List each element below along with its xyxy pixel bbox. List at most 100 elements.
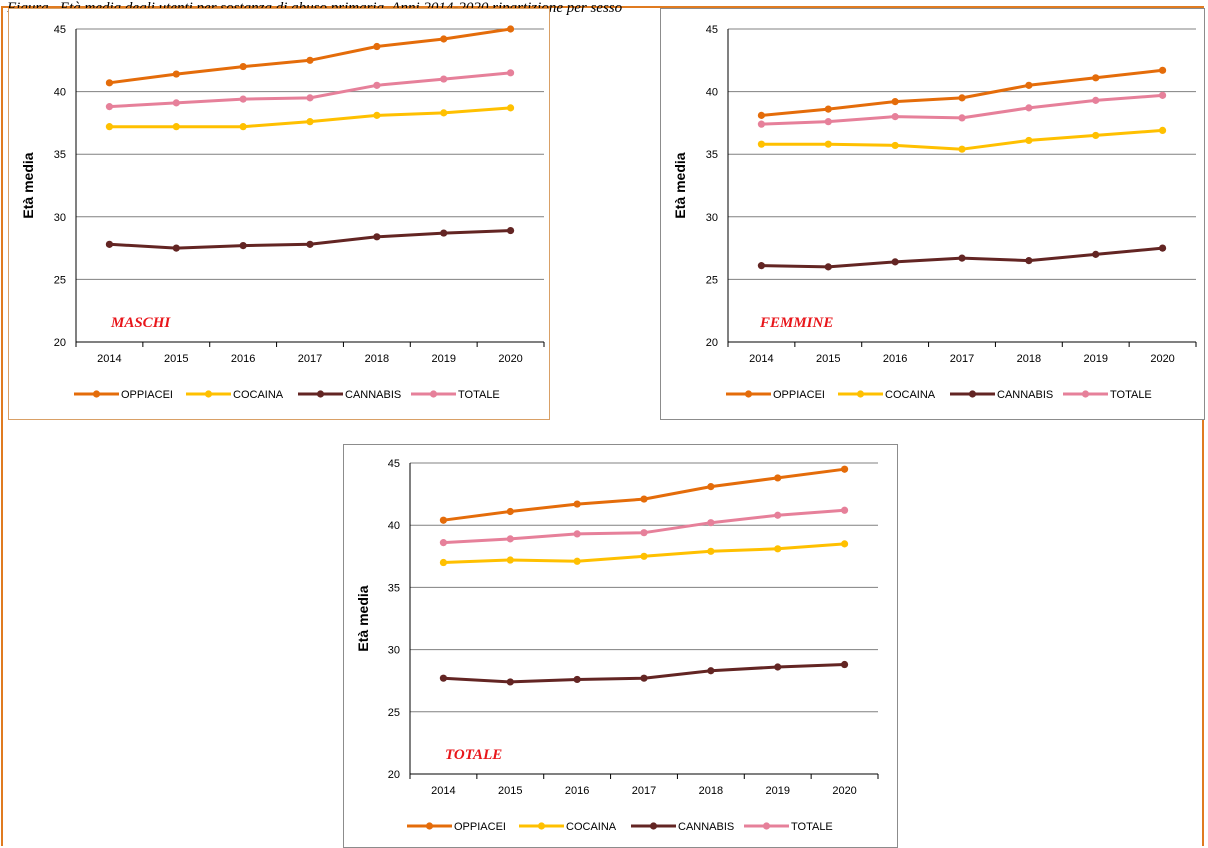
- data-point-totale: [1025, 104, 1033, 112]
- data-point-cannabis: [239, 241, 247, 250]
- legend-marker-cocaina: [204, 390, 213, 398]
- data-point-totale: [573, 530, 581, 538]
- legend-label-totale: TOTALE: [791, 821, 833, 833]
- data-point-cocaina: [439, 558, 448, 567]
- data-point-oppiacei: [824, 105, 832, 113]
- data-point-totale: [1158, 91, 1167, 99]
- x-tick-label: 2017: [298, 353, 322, 365]
- data-point-oppiacei: [506, 25, 515, 33]
- data-point-oppiacei: [172, 70, 180, 78]
- data-point-cannabis: [306, 240, 314, 248]
- chart-annotation: FEMMINE: [759, 315, 833, 331]
- x-tick-label: 2014: [431, 785, 455, 797]
- data-point-cannabis: [824, 263, 832, 271]
- chart-femmine: 20 25 30 35 40 45 2014 2015 2016 2017 2018 2019 2020…: [660, 8, 1205, 420]
- y-tick-label: 25: [706, 274, 718, 286]
- x-tick-label: 2015: [816, 353, 840, 365]
- legend-marker-cocaina: [537, 822, 546, 830]
- data-point-totale: [239, 95, 247, 103]
- legend-marker-oppiacei: [92, 390, 101, 398]
- data-point-cannabis: [1092, 250, 1100, 258]
- data-point-totale: [506, 69, 515, 77]
- x-tick-label: 2020: [832, 785, 856, 797]
- data-point-cocaina: [1092, 131, 1100, 140]
- data-point-cannabis: [573, 675, 581, 684]
- chart-annotation: TOTALE: [445, 747, 502, 763]
- chart-totale: 20 25 30 35 40 45 2014 2015 2016 2017 2018 2019 2020…: [343, 444, 898, 848]
- data-point-totale: [707, 519, 715, 527]
- data-point-cocaina: [1158, 126, 1167, 135]
- data-point-cannabis: [440, 229, 448, 237]
- y-tick-label: 25: [54, 274, 66, 286]
- data-point-cannabis: [105, 240, 114, 248]
- x-tick-label: 2014: [97, 353, 121, 365]
- y-tick-label: 40: [388, 520, 400, 532]
- legend-label-oppiacei: OPPIACEI: [773, 389, 825, 401]
- data-point-cocaina: [440, 109, 448, 117]
- y-tick-label: 35: [54, 149, 66, 161]
- chart-maschi-svg: 20 25 30 35 40 45 2014 2015 2016 2017 2018 2019 2020…: [20, 24, 545, 401]
- data-point-cocaina: [640, 552, 648, 560]
- data-point-cannabis: [506, 678, 514, 686]
- data-point-cocaina: [506, 556, 514, 564]
- legend-label-totale: TOTALE: [458, 389, 500, 401]
- data-point-totale: [439, 539, 448, 547]
- y-tick-label: 45: [54, 24, 66, 36]
- data-point-totale: [824, 118, 832, 126]
- series-line-totale: [443, 508, 845, 545]
- data-point-cocaina: [840, 540, 849, 548]
- data-point-cocaina: [707, 547, 715, 555]
- data-point-cocaina: [239, 123, 247, 131]
- x-tick-label: 2016: [231, 353, 255, 365]
- data-point-oppiacei: [1025, 81, 1033, 89]
- data-point-oppiacei: [1158, 66, 1167, 74]
- data-point-cocaina: [1025, 136, 1033, 145]
- legend-marker-cannabis: [649, 822, 658, 830]
- legend-label-cannabis: CANNABIS: [997, 389, 1053, 401]
- data-point-totale: [640, 529, 648, 537]
- data-point-oppiacei: [373, 42, 381, 51]
- x-tick-label: 2015: [498, 785, 522, 797]
- legend-label-cannabis: CANNABIS: [678, 821, 734, 833]
- data-point-cocaina: [757, 140, 766, 148]
- data-point-oppiacei: [840, 465, 849, 473]
- chart-femmine-svg: 20 25 30 35 40 45 2014 2015 2016 2017 2018 2019 2020…: [672, 24, 1197, 401]
- data-point-totale: [440, 75, 448, 83]
- data-point-cocaina: [774, 545, 782, 553]
- data-point-oppiacei: [640, 495, 648, 503]
- series-line-oppiacei: [109, 27, 511, 85]
- chart-totale-svg: 20 25 30 35 40 45 2014 2015 2016 2017 2018 2019 2020…: [355, 458, 879, 833]
- data-point-totale: [774, 511, 782, 519]
- data-point-cannabis: [373, 233, 381, 241]
- series-line-totale: [109, 71, 511, 109]
- x-tick-label: 2018: [1017, 353, 1041, 365]
- legend-marker-totale: [762, 822, 771, 830]
- legend-marker-oppiacei: [425, 822, 434, 830]
- data-point-totale: [306, 94, 314, 102]
- legend-marker-totale: [429, 390, 438, 398]
- data-point-cannabis: [1025, 257, 1033, 265]
- data-point-oppiacei: [306, 56, 314, 64]
- y-tick-label: 30: [388, 645, 400, 657]
- data-point-oppiacei: [506, 507, 514, 516]
- data-point-oppiacei: [105, 79, 114, 87]
- x-tick-label: 2020: [498, 353, 522, 365]
- x-tick-label: 2017: [632, 785, 656, 797]
- data-point-cannabis: [506, 226, 515, 235]
- series-line-oppiacei: [761, 68, 1163, 117]
- y-tick-label: 40: [706, 87, 718, 99]
- data-point-oppiacei: [891, 98, 899, 106]
- x-tick-label: 2019: [765, 785, 789, 797]
- data-point-cocaina: [105, 123, 114, 131]
- data-point-oppiacei: [774, 474, 782, 482]
- data-point-cannabis: [172, 244, 180, 252]
- x-tick-label: 2017: [950, 353, 974, 365]
- data-point-totale: [105, 103, 114, 111]
- data-point-totale: [891, 113, 899, 121]
- data-point-cannabis: [891, 258, 899, 266]
- y-tick-label: 30: [706, 212, 718, 224]
- chart-annotation: MASCHI: [110, 315, 171, 331]
- data-point-cocaina: [958, 145, 966, 153]
- legend-marker-oppiacei: [744, 390, 753, 398]
- data-point-cannabis: [958, 254, 966, 262]
